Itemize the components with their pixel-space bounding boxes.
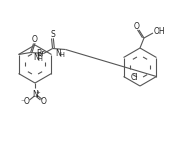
- Text: Br: Br: [36, 49, 44, 58]
- Text: Cl: Cl: [131, 73, 139, 82]
- Text: N: N: [56, 49, 61, 58]
- Text: O: O: [32, 35, 37, 44]
- Text: N: N: [34, 53, 39, 62]
- Text: H: H: [37, 56, 42, 62]
- Text: H: H: [59, 52, 64, 58]
- Text: OH: OH: [153, 27, 165, 36]
- Text: ⁻O: ⁻O: [21, 97, 30, 106]
- Text: S: S: [50, 30, 55, 39]
- Text: O: O: [41, 97, 46, 106]
- Text: +: +: [36, 90, 41, 95]
- Text: O: O: [134, 22, 140, 31]
- Text: N: N: [32, 89, 38, 99]
